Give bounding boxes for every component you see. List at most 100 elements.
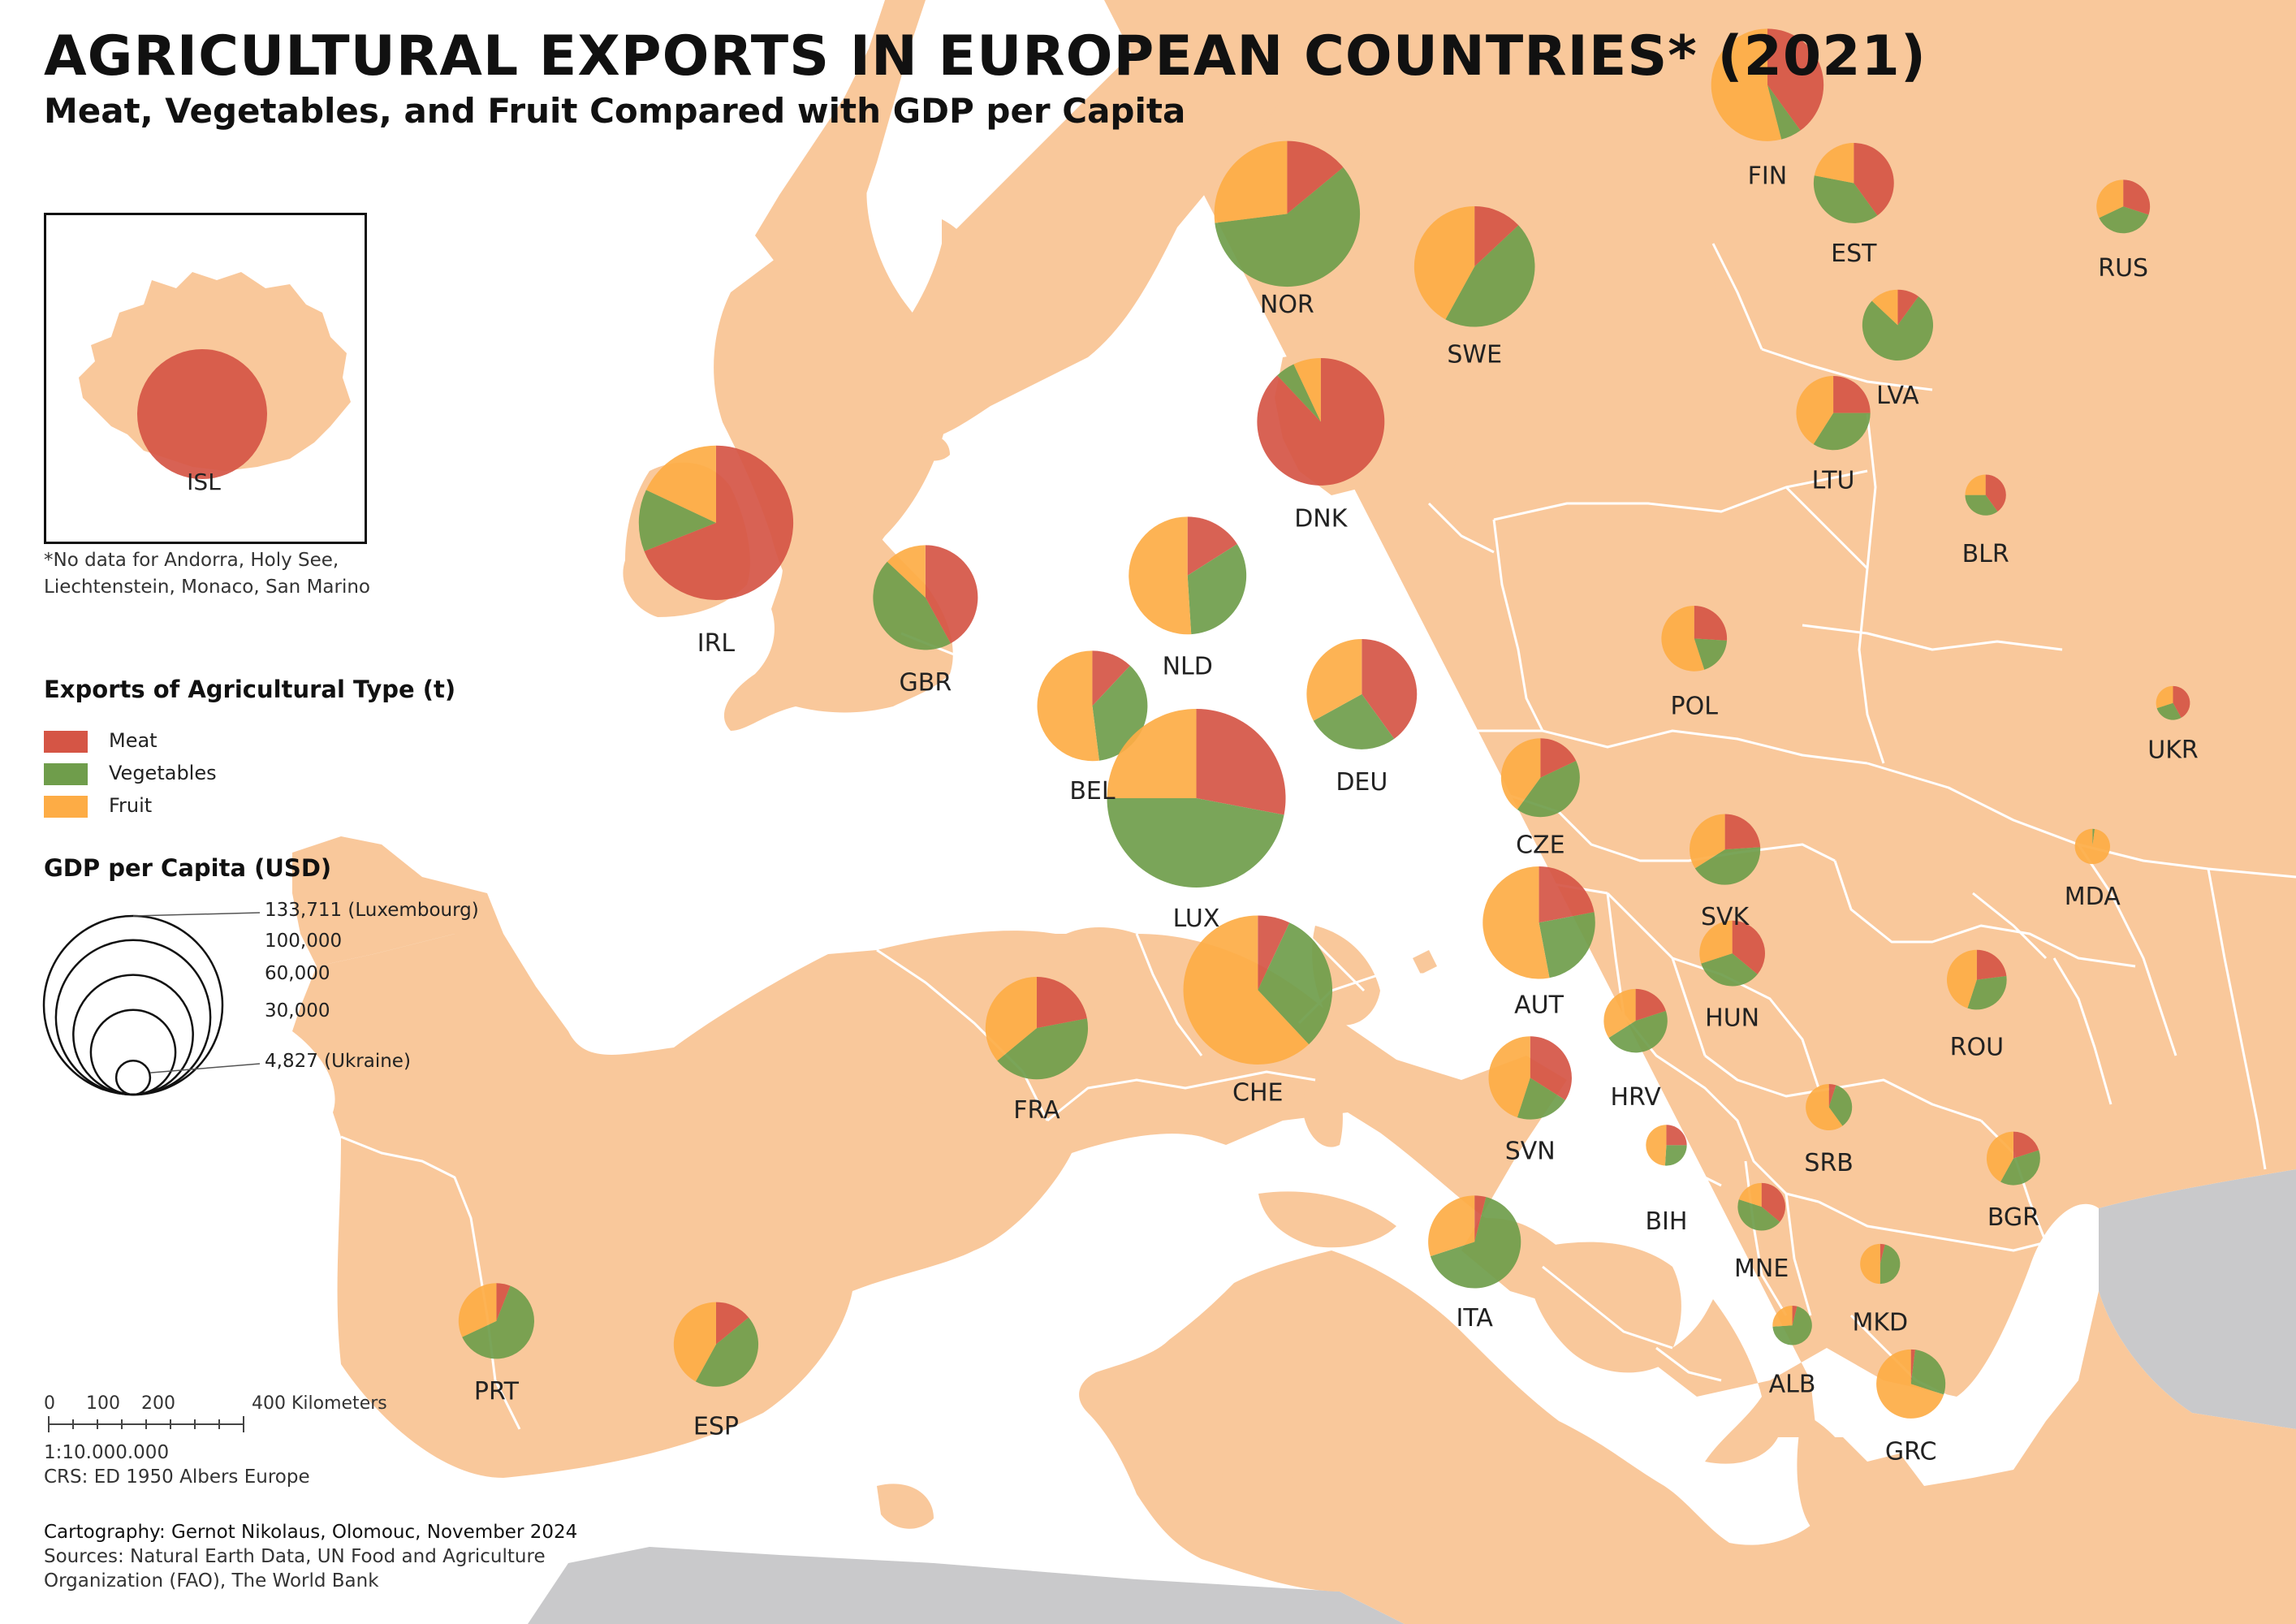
pie-slice-irl-meat: [644, 445, 794, 601]
country-label-alb: ALB: [1769, 1370, 1816, 1398]
gdp-size-circle-5: [114, 1059, 152, 1096]
country-label-lux: LUX: [1173, 905, 1220, 933]
pie-slice-ita-meat: [1474, 1195, 1487, 1242]
country-label-swe: SWE: [1447, 340, 1502, 369]
gdp-size-circle-2: [54, 939, 212, 1096]
no-data-note-line2: Liechtenstein, Monaco, San Marino: [44, 577, 371, 598]
country-borders: [340, 243, 2296, 1430]
country-label-nld: NLD: [1163, 653, 1213, 681]
pie-slice-esp-vegetables: [695, 1317, 759, 1387]
pie-slice-gbr-meat: [925, 545, 978, 644]
pie-bih: [1646, 1125, 1687, 1166]
pie-slice-grc-fruit: [1876, 1349, 1944, 1419]
pie-slice-prt-meat: [496, 1283, 511, 1321]
iceland-inset-map: ISL: [79, 272, 351, 495]
pie-mda: [2074, 828, 2110, 865]
pie-slice-rus-meat: [2123, 179, 2151, 215]
pie-slice-grc-meat: [1910, 1349, 1915, 1384]
pie-slice-alb-meat: [1792, 1305, 1798, 1326]
country-label-gbr: GBR: [900, 668, 952, 697]
pie-slice-dnk-vegetables: [1277, 364, 1321, 422]
pie-slice-grc-vegetables: [1910, 1350, 1946, 1395]
country-label-fin: FIN: [1748, 162, 1788, 190]
pie-slice-rou-vegetables: [1967, 975, 2007, 1010]
pie-slice-lva-fruit: [1871, 289, 1898, 326]
pie-slice-nor-fruit: [1214, 140, 1288, 223]
pie-slice-svn-vegetables: [1517, 1078, 1565, 1120]
country-label-hrv: HRV: [1610, 1083, 1661, 1112]
pie-slice-swe-meat: [1474, 205, 1519, 267]
pie-grc: [1876, 1349, 1946, 1419]
country-label-nor: NOR: [1260, 291, 1314, 319]
pie-slice-blr-fruit: [1965, 474, 1986, 495]
legend-label-fruit: Fruit: [109, 794, 153, 817]
pie-blr: [1965, 474, 2006, 516]
pie-slice-alb-fruit: [1772, 1305, 1793, 1327]
pie-hun: [1699, 920, 1765, 987]
pie-slice-nld-vegetables: [1187, 543, 1247, 635]
pie-slice-mda-fruit: [2074, 828, 2110, 865]
pie-bgr: [1986, 1131, 2040, 1186]
pie-slice-mkd-fruit: [1860, 1243, 1880, 1285]
pie-slice-aut-meat: [1539, 866, 1595, 923]
iceland-pie: [137, 349, 267, 479]
pie-srb: [1806, 1083, 1853, 1131]
pie-slice-nor-vegetables: [1215, 167, 1361, 287]
pie-slice-swe-vegetables: [1445, 225, 1535, 327]
pie-lva: [1862, 289, 1934, 361]
country-label-grc: GRC: [1885, 1437, 1937, 1466]
pie-slice-nld-meat: [1187, 516, 1237, 576]
pie-slice-lux-fruit: [1107, 708, 1197, 798]
pie-esp: [673, 1302, 759, 1387]
pie-slice-blr-meat: [1985, 474, 2006, 512]
gdp-leader-line-max: [132, 912, 261, 917]
pie-est: [1813, 143, 1894, 223]
pie-pol: [1661, 605, 1728, 672]
country-label-lva: LVA: [1876, 382, 1919, 410]
pie-slice-esp-fruit: [673, 1302, 716, 1382]
legend-label-meat: Meat: [109, 729, 158, 752]
pie-che: [1183, 915, 1333, 1065]
country-label-bel: BEL: [1069, 777, 1116, 806]
legend-swatch-fruit: [44, 796, 88, 818]
pie-svk: [1690, 814, 1761, 885]
country-label-mda: MDA: [2065, 883, 2121, 911]
country-label-dnk: DNK: [1294, 504, 1349, 533]
country-label-prt: PRT: [474, 1377, 520, 1406]
pie-slice-hrv-meat: [1635, 988, 1666, 1021]
country-label-srb: SRB: [1804, 1149, 1853, 1177]
pie-slice-fra-fruit: [985, 977, 1037, 1061]
pie-slice-gbr-fruit: [887, 545, 926, 598]
country-label-deu: DEU: [1336, 768, 1388, 797]
pie-slice-hun-vegetables: [1701, 953, 1758, 987]
pie-slice-lva-meat: [1897, 289, 1919, 326]
pie-slice-prt-fruit: [458, 1283, 497, 1337]
pie-swe: [1413, 205, 1535, 327]
pie-slice-bgr-vegetables: [2000, 1150, 2040, 1186]
country-label-rou: ROU: [1950, 1034, 2004, 1062]
pie-slice-aut-vegetables: [1539, 912, 1595, 978]
pie-slice-bih-vegetables: [1664, 1145, 1687, 1166]
pie-cze: [1500, 738, 1580, 818]
pie-slice-ukr-fruit: [2156, 685, 2173, 709]
pie-ita: [1428, 1195, 1521, 1289]
pie-slice-dnk-fruit: [1293, 357, 1321, 422]
pie-slice-mkd-meat: [1880, 1243, 1885, 1264]
pie-slice-srb-meat: [1828, 1083, 1836, 1108]
pie-slice-bgr-meat: [2013, 1131, 2039, 1159]
pie-slice-rou-fruit: [1946, 949, 1977, 1009]
pie-slice-bel-meat: [1092, 650, 1130, 706]
pie-deu: [1306, 638, 1418, 749]
country-label-fra: FRA: [1013, 1096, 1060, 1125]
pie-aut: [1482, 866, 1595, 979]
pie-slice-ltu-meat: [1833, 375, 1871, 413]
country-label-hun: HUN: [1705, 1004, 1759, 1032]
pie-mkd: [1860, 1243, 1901, 1285]
pie-slice-hun-meat: [1732, 920, 1765, 974]
pie-dnk: [1257, 357, 1385, 486]
scale-bar: [48, 1416, 244, 1432]
pie-slice-fra-meat: [1036, 977, 1087, 1029]
pie-slice-mne-vegetables: [1737, 1199, 1780, 1231]
pie-slice-pol-meat: [1694, 605, 1728, 641]
